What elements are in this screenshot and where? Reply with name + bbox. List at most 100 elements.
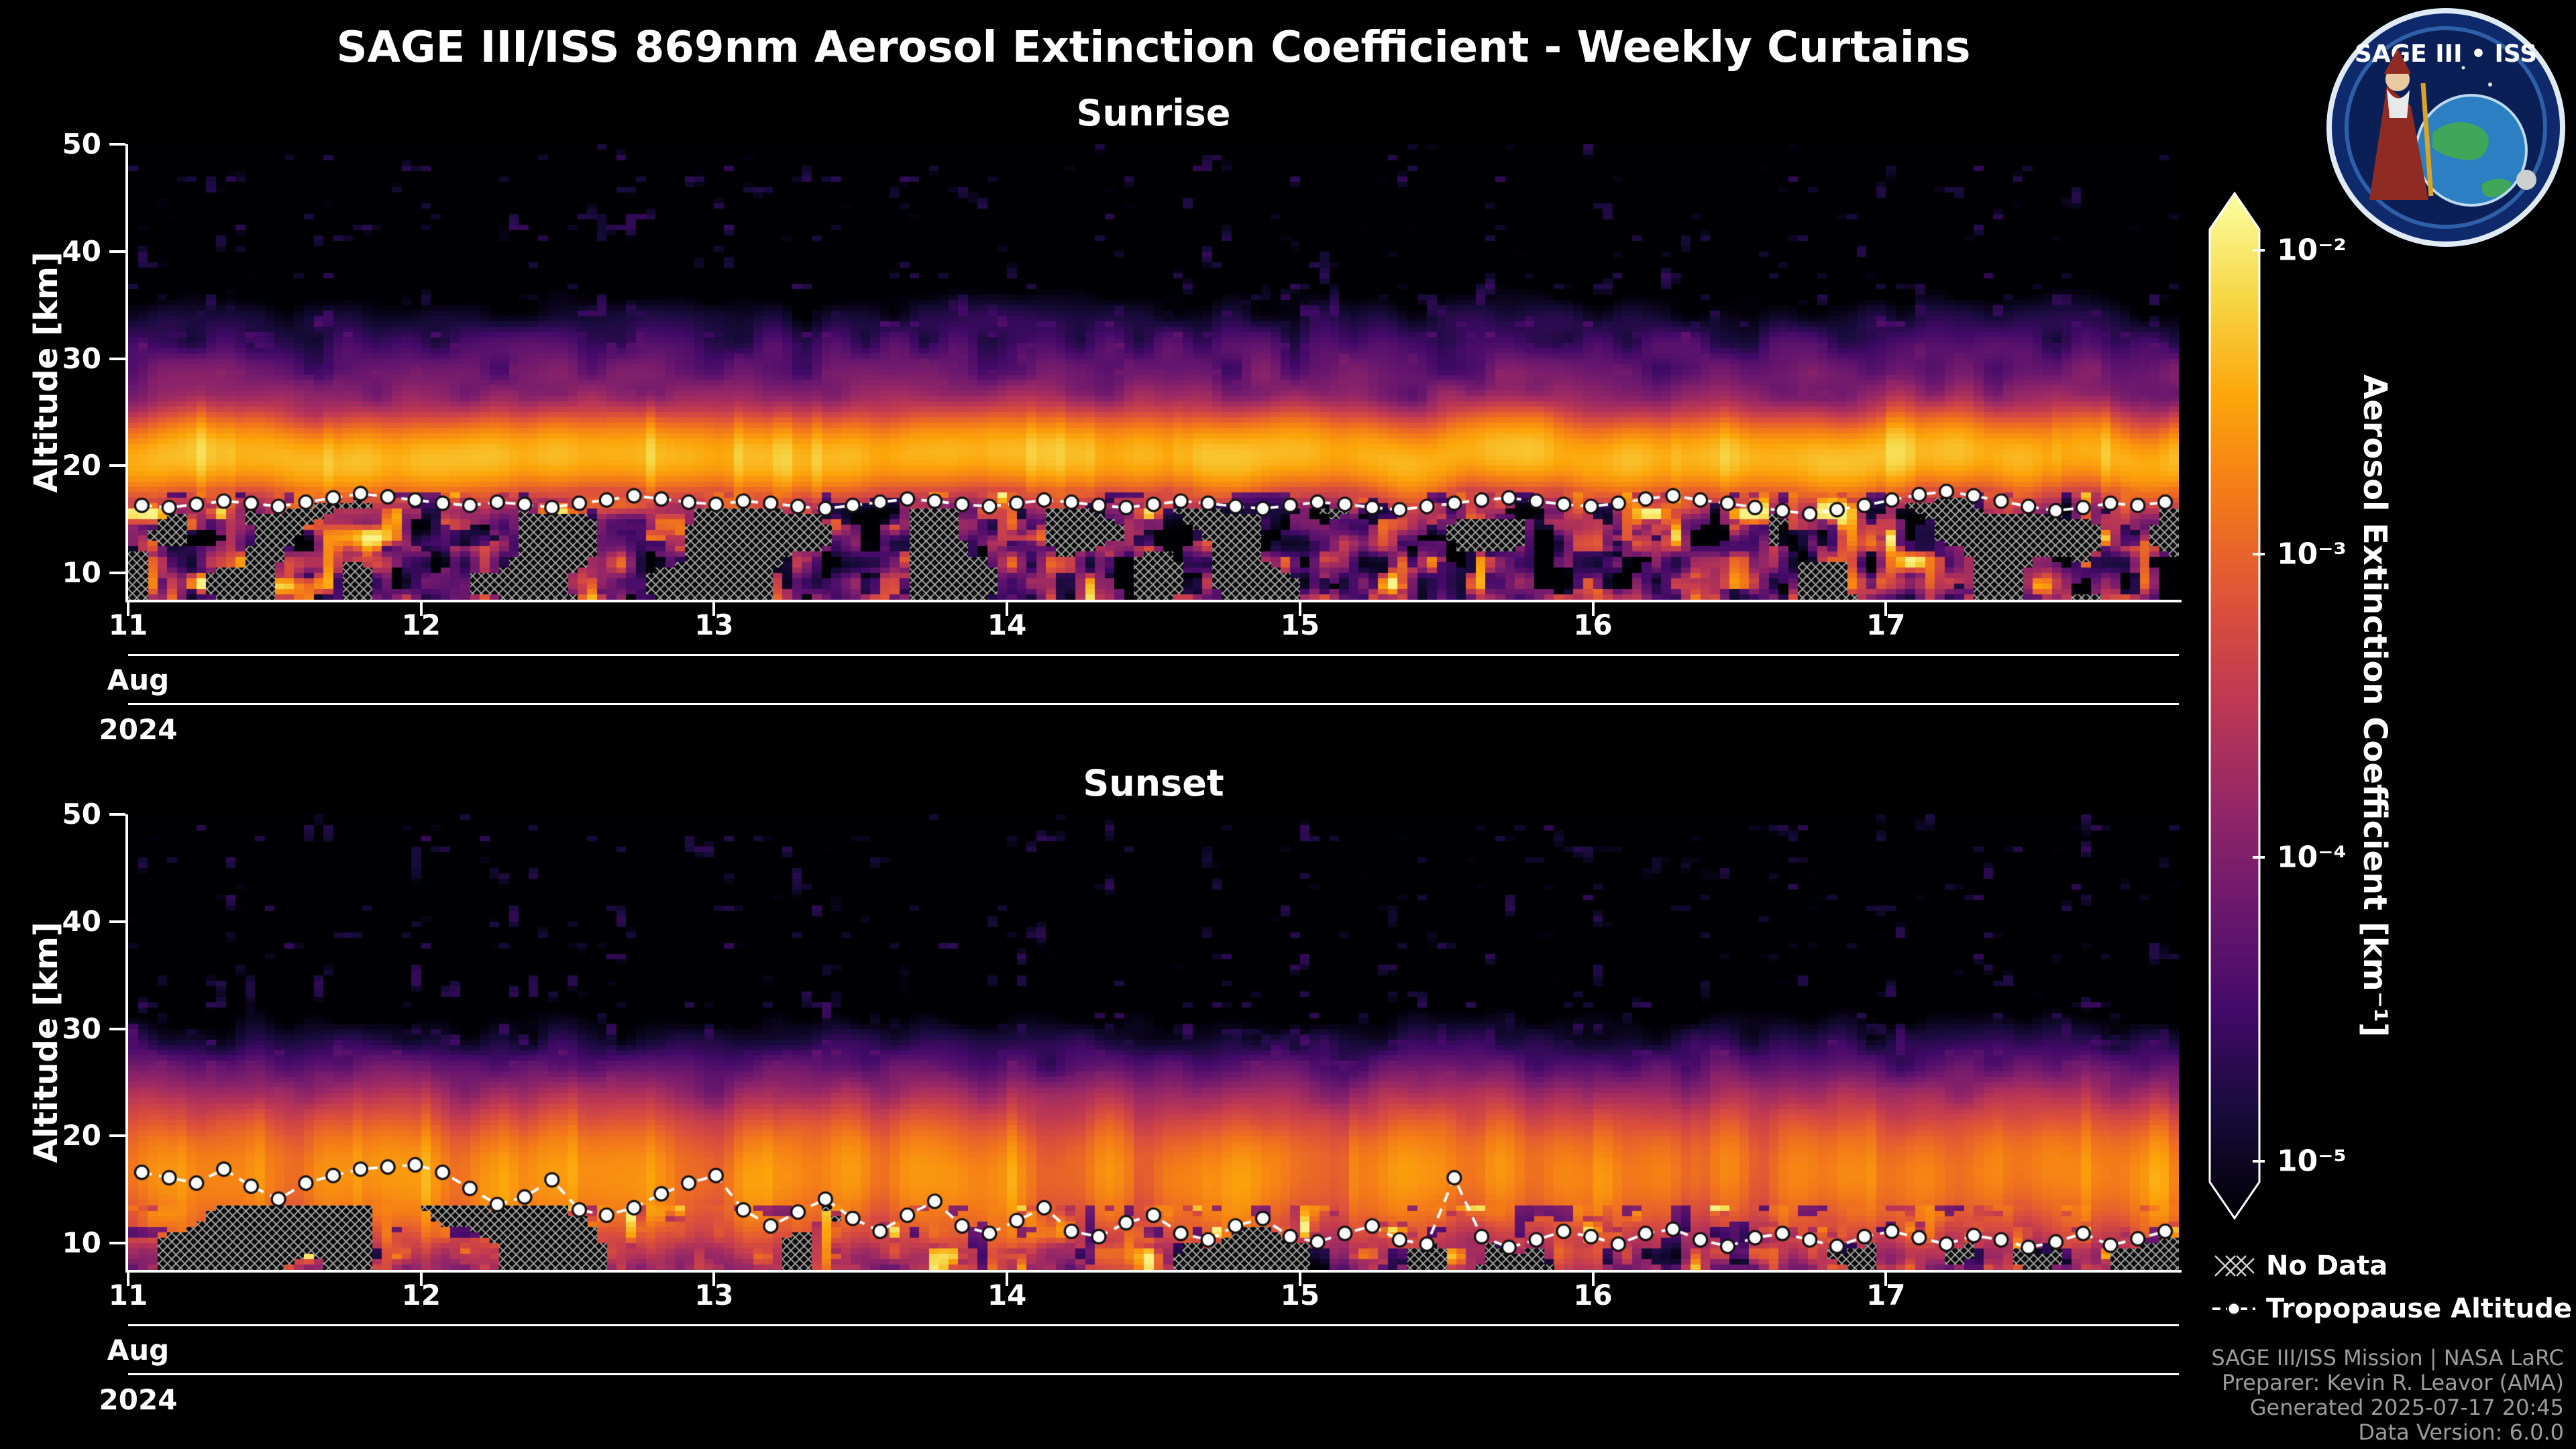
colorbar [2208, 191, 2261, 1220]
colorbar-tick [2253, 855, 2265, 859]
x-tick [712, 1273, 716, 1286]
y-tick [109, 572, 125, 575]
colorbar-tick [2253, 249, 2265, 252]
x-tick [1884, 1273, 1888, 1286]
x-axis-spine [125, 600, 2182, 602]
x-tick-label: 13 [694, 1279, 734, 1311]
sage-iii-iss-mission-patch-logo: SAGE III • ISS [2326, 8, 2565, 247]
x-tick-label: 16 [1573, 608, 1613, 641]
y-tick [109, 920, 125, 923]
y-axis-spine [125, 144, 128, 602]
x-tick-label: 16 [1573, 1279, 1613, 1311]
x-tick [127, 602, 129, 616]
date-axis-sunrise: Aug 2024 [99, 654, 2179, 768]
y-tick [109, 464, 125, 468]
x-tick-label: 15 [1280, 1279, 1320, 1311]
x-axis-spine [125, 1270, 2182, 1273]
y-tick-label: 10 [62, 1226, 101, 1260]
y-tick-label: 30 [62, 341, 101, 375]
logo-wizard-hat [2384, 48, 2411, 74]
x-tick [1591, 1273, 1595, 1286]
date-axis-line [128, 703, 2179, 705]
x-tick-label: 11 [108, 1279, 148, 1311]
footer-generated-line: Generated 2025-07-17 20:45 [2249, 1395, 2564, 1420]
y-tick [109, 143, 125, 146]
y-tick [109, 1027, 125, 1030]
colorbar-tick [2253, 553, 2265, 556]
x-tick [1884, 602, 1888, 616]
colorbar-tick [2253, 1159, 2265, 1163]
y-tick [109, 357, 125, 360]
x-tick [712, 602, 716, 616]
x-tick [1006, 1273, 1009, 1286]
tropopause-marker-icon [2212, 1301, 2255, 1316]
x-tick-label: 15 [1280, 608, 1320, 641]
colorbar-gradient-bar [2208, 191, 2261, 1220]
sunset-curtain-plot: Sunset Altitude [km] 10 20 30 40 50 11 12 13 14 1… [28, 762, 2182, 1311]
sunrise-heatmap-canvas [128, 144, 2179, 600]
sunset-heatmap-canvas [128, 814, 2179, 1270]
logo-title: SAGE III • ISS [2355, 40, 2537, 68]
y-tick-label: 40 [62, 234, 101, 268]
colorbar-tick-label: 10⁻⁵ [2277, 1144, 2347, 1179]
y-tick [109, 250, 125, 253]
y-tick-label: 20 [62, 1119, 101, 1152]
month-label: Aug [107, 663, 170, 696]
x-tick-label: 14 [987, 1279, 1027, 1311]
footer-mission-line: SAGE III/ISS Mission | NASA LaRC [2211, 1345, 2564, 1371]
x-tick [1298, 1273, 1301, 1286]
legend-tropopause-label: Tropopause Altitude [2266, 1293, 2573, 1324]
year-label: 2024 [99, 713, 178, 746]
legend-no-data: No Data [2212, 1250, 2387, 1281]
x-tick-label: 12 [401, 1279, 441, 1311]
x-tick-label: 12 [401, 608, 441, 641]
y-tick-label: 50 [62, 798, 101, 830]
y-tick-label: 10 [62, 556, 101, 590]
y-tick-label: 30 [62, 1012, 101, 1045]
no-data-hatch-icon [2214, 1255, 2255, 1277]
y-axis-spine [125, 814, 128, 1273]
attribution-footer: SAGE III/ISS Mission | NASA LaRC Prepare… [2211, 1346, 2564, 1445]
logo-wizard-beard [2387, 89, 2410, 118]
x-tick-label: 13 [694, 608, 734, 641]
colorbar-tick-label: 10⁻² [2277, 233, 2347, 268]
logo-moon [2516, 170, 2536, 190]
y-tick [109, 1134, 125, 1138]
x-tick-label: 11 [108, 608, 148, 641]
month-label: Aug [107, 1334, 170, 1366]
logo-wizard-staff [2420, 83, 2434, 197]
footer-data-version-line: Data Version: 6.0.0 [2358, 1419, 2564, 1445]
panel-subtitle-sunrise: Sunrise [1076, 92, 1231, 134]
year-label: 2024 [99, 1383, 178, 1416]
y-tick [109, 813, 125, 816]
logo-earth-continent [2432, 122, 2489, 160]
footer-preparer-line: Preparer: Kevin R. Leavor (AMA) [2221, 1370, 2564, 1395]
x-tick [419, 1273, 423, 1286]
y-tick-label: 20 [62, 449, 101, 482]
x-tick [1006, 602, 1009, 616]
x-tick [1591, 602, 1595, 616]
colorbar-axis-label: Aerosol Extinction Coefficient [km⁻¹] [2356, 374, 2394, 1037]
legend-tropopause: Tropopause Altitude [2212, 1293, 2572, 1324]
y-tick-label: 40 [62, 904, 101, 938]
date-axis-sunset: Aug 2024 [99, 1324, 2179, 1438]
x-tick-label: 17 [1866, 608, 1906, 641]
y-tick-label: 50 [62, 127, 101, 160]
panel-subtitle-sunset: Sunset [1083, 762, 1224, 804]
x-tick [1298, 602, 1301, 616]
colorbar-tick-label: 10⁻³ [2277, 537, 2347, 572]
x-tick-label: 14 [987, 608, 1027, 641]
figure-title: SAGE III/ISS 869nm Aerosol Extinction Co… [336, 23, 1971, 72]
y-tick [109, 1242, 125, 1245]
legend-no-data-label: No Data [2266, 1250, 2388, 1281]
date-axis-line [128, 654, 2179, 656]
sunrise-curtain-plot: Sunrise Altitude [km] 10 20 30 40 50 11 12 13 14… [28, 92, 2182, 641]
logo-wizard-robe [2369, 86, 2428, 200]
x-tick [127, 1273, 129, 1286]
colorbar-tick-label: 10⁻⁴ [2277, 840, 2347, 875]
x-tick-label: 17 [1866, 1279, 1906, 1311]
date-axis-line [128, 1373, 2179, 1375]
date-axis-line [128, 1324, 2179, 1326]
x-tick [419, 602, 423, 616]
logo-earth-continent [2481, 178, 2512, 198]
